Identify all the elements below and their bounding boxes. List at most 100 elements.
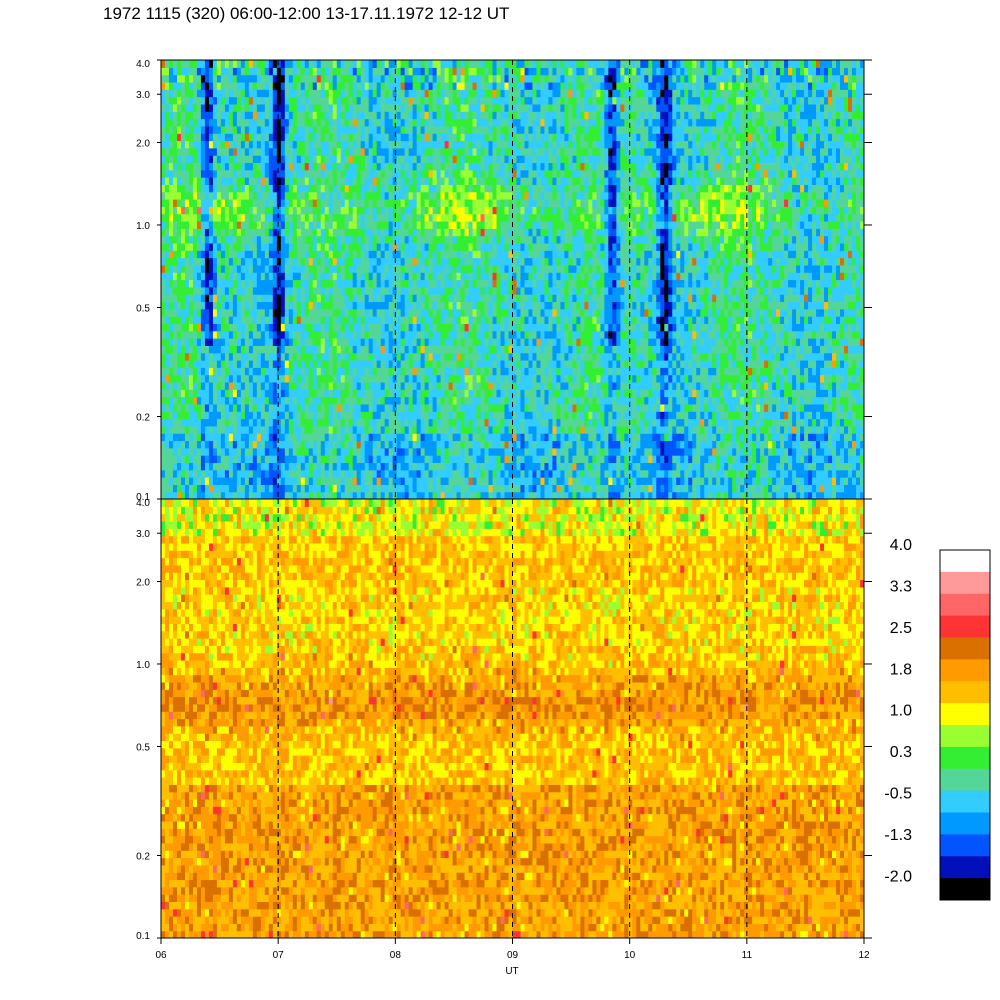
heatmap-cell bbox=[180, 257, 186, 266]
heatmap-cell bbox=[348, 118, 354, 127]
heatmap-cell bbox=[256, 330, 262, 339]
heatmap-cell bbox=[420, 155, 426, 164]
heatmap-cell bbox=[432, 374, 438, 383]
heatmap-cell bbox=[324, 191, 330, 200]
heatmap-cell bbox=[356, 491, 362, 499]
heatmap-cell bbox=[196, 403, 202, 412]
heatmap-cell bbox=[304, 396, 310, 405]
heatmap-cell bbox=[332, 162, 338, 171]
heatmap-cell bbox=[460, 455, 466, 464]
heatmap-cell bbox=[372, 250, 378, 259]
heatmap-cell bbox=[416, 447, 422, 456]
heatmap-cell bbox=[248, 279, 254, 288]
heatmap-cell bbox=[280, 169, 286, 178]
heatmap-cell bbox=[332, 389, 338, 398]
heatmap-cell bbox=[472, 81, 478, 90]
heatmap-cell bbox=[244, 250, 250, 259]
heatmap-cell bbox=[172, 199, 178, 207]
heatmap-cell bbox=[232, 352, 238, 361]
heatmap-cell bbox=[412, 440, 418, 449]
heatmap-cell bbox=[416, 220, 422, 229]
heatmap-cell bbox=[164, 118, 170, 127]
heatmap-cell bbox=[208, 403, 214, 412]
heatmap-cell bbox=[284, 389, 290, 398]
heatmap-cell bbox=[204, 411, 210, 420]
heatmap-cell bbox=[188, 359, 194, 368]
heatmap-cell bbox=[228, 294, 234, 303]
heatmap-cell bbox=[204, 264, 210, 273]
heatmap-cell bbox=[356, 199, 362, 207]
heatmap-cell bbox=[488, 433, 494, 442]
heatmap-cell bbox=[300, 140, 306, 149]
heatmap-cell bbox=[172, 125, 178, 134]
heatmap-cell bbox=[352, 184, 358, 193]
heatmap-cell bbox=[456, 440, 462, 449]
heatmap-cell bbox=[480, 250, 486, 259]
heatmap-cell bbox=[280, 316, 286, 324]
heatmap-cell bbox=[252, 235, 258, 244]
heatmap-cell bbox=[376, 491, 382, 499]
heatmap-cell bbox=[284, 447, 290, 456]
heatmap-cell bbox=[292, 301, 298, 310]
heatmap-cell bbox=[460, 67, 466, 76]
heatmap-cell bbox=[256, 455, 262, 464]
heatmap-cell bbox=[432, 425, 438, 434]
heatmap-cell bbox=[412, 374, 418, 383]
heatmap-cell bbox=[220, 228, 226, 237]
heatmap-cell bbox=[360, 206, 366, 215]
heatmap-cell bbox=[372, 403, 378, 412]
heatmap-cell bbox=[216, 177, 222, 185]
heatmap-cell bbox=[244, 396, 250, 405]
heatmap-cell bbox=[256, 103, 262, 112]
heatmap-cell bbox=[332, 491, 338, 499]
heatmap-cell bbox=[161, 118, 166, 127]
heatmap-cell bbox=[208, 359, 214, 368]
heatmap-cell bbox=[212, 279, 218, 288]
heatmap-cell bbox=[196, 484, 202, 493]
heatmap-cell bbox=[396, 308, 402, 317]
heatmap-cell bbox=[472, 60, 478, 68]
heatmap-cell bbox=[192, 111, 198, 120]
heatmap-cell bbox=[328, 484, 334, 493]
heatmap-cell bbox=[272, 169, 278, 178]
heatmap-cell bbox=[324, 440, 330, 449]
heatmap-cell bbox=[180, 81, 186, 90]
heatmap-cell bbox=[316, 264, 322, 273]
heatmap-cell bbox=[161, 389, 166, 398]
heatmap-cell bbox=[240, 199, 246, 207]
heatmap-cell bbox=[300, 403, 306, 412]
heatmap-cell bbox=[480, 140, 486, 149]
heatmap-cell bbox=[480, 184, 486, 193]
heatmap-cell bbox=[364, 177, 370, 185]
heatmap-cell bbox=[336, 286, 342, 295]
heatmap-cell bbox=[244, 308, 250, 317]
heatmap-cell bbox=[232, 125, 238, 134]
heatmap-cell bbox=[464, 184, 470, 193]
heatmap-cell bbox=[208, 147, 214, 156]
heatmap-cell bbox=[436, 147, 442, 156]
heatmap-cell bbox=[180, 242, 186, 251]
heatmap-cell bbox=[364, 433, 370, 442]
heatmap-cell bbox=[356, 330, 362, 339]
heatmap-cell bbox=[404, 118, 410, 127]
heatmap-cell bbox=[252, 367, 258, 376]
heatmap-cell bbox=[384, 220, 390, 229]
heatmap-cell bbox=[352, 330, 358, 339]
heatmap-cell bbox=[176, 147, 182, 156]
heatmap-cell bbox=[344, 411, 350, 420]
heatmap-cell bbox=[232, 425, 238, 434]
heatmap-cell bbox=[348, 447, 354, 456]
heatmap-cell bbox=[344, 125, 350, 134]
heatmap-cell bbox=[444, 125, 450, 134]
heatmap-cell bbox=[388, 403, 394, 412]
heatmap-cell bbox=[448, 213, 454, 222]
heatmap-cell bbox=[400, 286, 406, 295]
heatmap-cell bbox=[440, 184, 446, 193]
heatmap-cell bbox=[180, 455, 186, 464]
heatmap-cell bbox=[472, 425, 478, 434]
heatmap-cell bbox=[176, 411, 182, 420]
heatmap-cell bbox=[456, 294, 462, 303]
heatmap-cell bbox=[236, 330, 242, 339]
heatmap-cell bbox=[392, 403, 398, 412]
heatmap-cell bbox=[476, 301, 482, 310]
